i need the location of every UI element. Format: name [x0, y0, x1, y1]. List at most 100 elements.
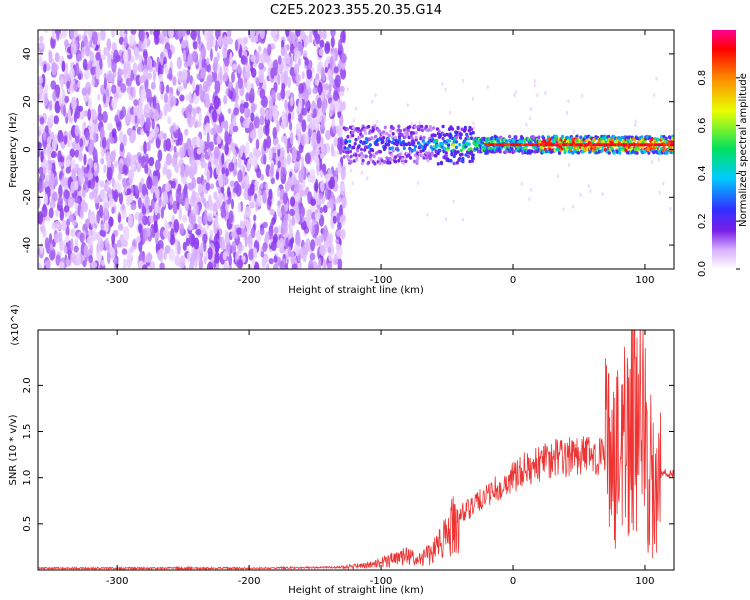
spectrogram-cell [123, 257, 127, 269]
spectrogram-cell [128, 174, 134, 185]
spectrogram-cell [223, 95, 228, 105]
spectrogram-cell [91, 110, 98, 121]
spectrogram-cell [72, 83, 78, 92]
spectrogram-cell [544, 91, 547, 96]
spectrogram-cell [227, 108, 232, 114]
spectrogram-cell [64, 95, 70, 104]
spectrogram-cell [459, 132, 463, 137]
spectrogram-cell [154, 109, 159, 122]
spectrogram-cell [396, 148, 400, 152]
spectrogram-cell [195, 228, 202, 236]
spectrogram-cell [77, 81, 81, 88]
spectrogram-cell [216, 135, 222, 145]
spectrogram-cell [445, 132, 449, 137]
spectrogram-cell [107, 160, 112, 168]
spectrogram-cell [68, 115, 74, 124]
spectrogram-cell [187, 223, 193, 231]
spectrogram-cell [64, 39, 69, 48]
spectrogram-cell [75, 62, 80, 77]
spectrogram-cell [103, 72, 108, 80]
spectrogram-cell [447, 139, 451, 143]
spectrogram-cell [279, 61, 284, 72]
spectrogram-cell [214, 240, 220, 253]
spectrogram-cell [43, 93, 48, 107]
spectrogram-cell [188, 232, 194, 247]
spectrogram-cell [296, 50, 301, 59]
spectrogram-cell [349, 154, 353, 159]
spectrogram-cell [635, 151, 639, 155]
spectrogram-cell [454, 145, 459, 150]
spectrogram-cell [243, 101, 249, 109]
spectrogram-cell [265, 123, 270, 137]
spectrogram-cell [295, 30, 301, 37]
spectrogram-cell [113, 189, 119, 203]
spectrogram-cell [461, 156, 465, 161]
spectrogram-cell [343, 146, 347, 150]
spectrogram-cell [448, 110, 452, 115]
spectrogram-cell [388, 146, 392, 151]
spectrogram-cell [245, 80, 252, 93]
spectrogram-cell [118, 212, 121, 224]
spectrogram-cell [82, 187, 86, 199]
spectrogram-cell [162, 229, 169, 237]
spectrogram-cell [238, 48, 243, 59]
spectrogram-cell [275, 143, 281, 150]
spectrogram-cell [671, 150, 674, 155]
spectrogram-cell [97, 93, 101, 101]
spectrogram-cell [328, 252, 333, 262]
spectrogram-cell [228, 210, 234, 223]
spectrogram-cell [571, 204, 575, 209]
spectrogram-cell [374, 93, 377, 98]
spectrogram-cell [148, 156, 155, 167]
spectrogram-cell [319, 244, 326, 257]
spectrogram-cell [420, 145, 425, 149]
spectrogram-cell [461, 78, 465, 83]
spectrogram-cell [58, 33, 65, 40]
spectrogram-cell [177, 240, 181, 255]
spectrogram-cell [75, 253, 82, 267]
spectrogram-cell [232, 155, 237, 163]
spectrogram-cell [375, 151, 379, 155]
spectrogram-cell [352, 118, 355, 123]
spectrogram-cell [545, 149, 549, 154]
spectrogram-cell [295, 236, 301, 246]
spectrogram-cell [236, 227, 243, 235]
spectrogram-cell [39, 172, 46, 181]
spectrogram-cell [406, 103, 409, 108]
spectrogram-cell [38, 124, 45, 133]
spectrogram-cell [467, 142, 471, 146]
spectrogram-cell [207, 212, 213, 222]
spectrogram-cell [125, 77, 132, 87]
spectrogram-cell [164, 66, 169, 75]
spectrogram-cell [375, 119, 379, 124]
colorbar-tick-label: 0.4 [697, 165, 708, 181]
y-tick-label: 40 [22, 48, 33, 61]
spectrogram-cell [562, 207, 565, 212]
spectrogram-cell [201, 56, 206, 71]
spectrogram-cell [472, 121, 475, 126]
spectrogram-cell [101, 230, 107, 238]
spectrogram-cell [187, 144, 194, 158]
spectrogram-cell [393, 141, 397, 146]
spectrogram-cell [331, 210, 338, 218]
spectrogram-cell [486, 85, 489, 89]
spectrogram-cell [95, 175, 99, 183]
spectrogram-cell [119, 192, 123, 205]
spectrogram-cell [254, 51, 260, 64]
spectrogram-plot-area [38, 30, 674, 269]
spectrogram-cell [356, 129, 360, 134]
spectrogram-cell [39, 223, 46, 234]
spectrogram-cell [83, 167, 89, 174]
spectrogram-cell [653, 93, 656, 98]
spectrogram-cell [78, 105, 83, 112]
spectrogram-cell [401, 157, 405, 161]
spectrogram-cell [222, 36, 229, 49]
spectrogram-cell [530, 149, 534, 153]
spectrogram-cell [250, 102, 256, 113]
spectrogram-cell [247, 187, 253, 197]
y-tick-label: -20 [22, 189, 33, 205]
spectrogram-cell [56, 30, 60, 41]
spectrogram-cell [103, 207, 109, 222]
spectrogram-cell [87, 30, 92, 39]
